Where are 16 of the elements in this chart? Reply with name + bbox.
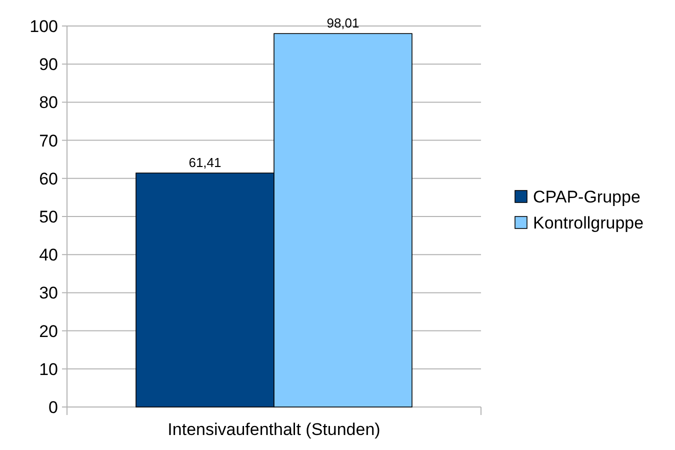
legend-label: CPAP-Gruppe [533,187,640,206]
y-tick-label: 60 [39,169,58,188]
y-tick-label: 70 [39,131,58,150]
x-tick-label: Intensivaufenthalt (Stunden) [168,420,380,439]
data-label: 61,41 [188,155,222,170]
y-tick-label: 20 [39,322,58,341]
y-tick-label: 0 [48,398,58,417]
y-tick-label: 40 [39,246,58,265]
y-tick-label: 90 [39,55,58,74]
y-tick-label: 80 [39,93,58,112]
y-tick-label: 10 [39,360,58,379]
data-label: 98,01 [326,16,360,31]
y-tick-label: 50 [39,207,58,226]
y-tick-label: 30 [39,284,58,303]
y-tick-label: 100 [30,16,58,36]
legend-label: Kontrollgruppe [533,213,644,232]
